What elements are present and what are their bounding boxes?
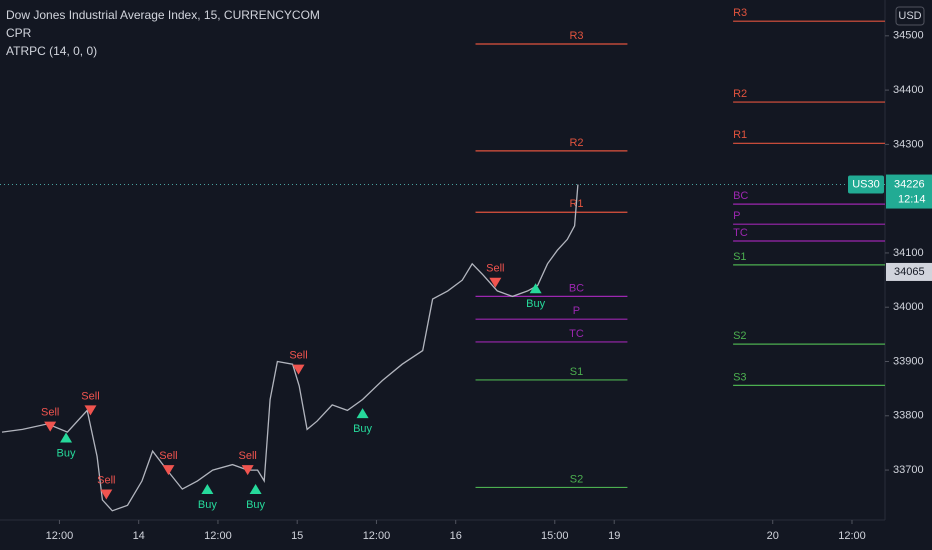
signal-marker — [60, 432, 73, 443]
pivot-label: BC — [733, 190, 748, 202]
signal-label: Sell — [41, 407, 59, 419]
last-price-label: 34226 — [894, 178, 925, 190]
x-tick-label: 20 — [767, 530, 779, 542]
indicator-name: CPR — [6, 26, 32, 40]
signal-label: Sell — [159, 450, 177, 462]
pivot-label: BC — [569, 282, 584, 294]
y-tick-label: 33900 — [893, 355, 924, 367]
signal-marker — [241, 465, 254, 476]
y-tick-label: 33700 — [893, 464, 924, 476]
marker-price-tag — [886, 262, 932, 281]
pivot-label: R2 — [569, 137, 583, 149]
y-tick-label: 34500 — [893, 30, 924, 42]
pivot-label: S2 — [570, 473, 583, 485]
signal-marker — [249, 484, 262, 495]
pivot-label: S2 — [733, 330, 746, 342]
currency-label[interactable]: USD — [898, 10, 921, 22]
signal-marker — [162, 465, 175, 476]
y-tick-label: 34000 — [893, 301, 924, 313]
pivot-label: S3 — [733, 371, 746, 383]
pivot-label: P — [733, 210, 740, 222]
signal-marker — [356, 408, 369, 419]
signal-label: Buy — [246, 499, 265, 511]
last-price-tag — [886, 174, 932, 209]
symbol-label: US30 — [852, 178, 880, 190]
signal-label: Buy — [57, 447, 76, 459]
indicator-name: ATRPC (14, 0, 0) — [6, 44, 97, 58]
price-line — [1, 184, 579, 512]
x-tick-label: 16 — [450, 530, 462, 542]
x-tick-label: 12:00 — [838, 530, 866, 542]
signal-label: Sell — [238, 450, 256, 462]
x-tick-label: 15:00 — [541, 530, 569, 542]
signal-marker — [529, 283, 542, 294]
y-tick-label: 34300 — [893, 138, 924, 150]
signal-label: Sell — [486, 263, 504, 275]
x-tick-label: 19 — [608, 530, 620, 542]
pivot-label: R1 — [733, 129, 747, 141]
signal-marker — [489, 277, 502, 288]
signal-marker — [44, 421, 57, 432]
signal-marker — [100, 489, 113, 500]
signal-marker — [292, 364, 305, 375]
pivot-label: P — [573, 305, 580, 317]
signal-marker — [84, 405, 97, 416]
signal-label: Sell — [289, 350, 307, 362]
pivot-label: TC — [569, 328, 584, 340]
pivot-label: R2 — [733, 88, 747, 100]
symbol-tag — [848, 175, 884, 194]
pivot-label: R3 — [569, 30, 583, 42]
x-tick-label: 12:00 — [46, 530, 74, 542]
signal-label: Sell — [97, 474, 115, 486]
pivot-label: S1 — [570, 366, 583, 378]
x-tick-label: 15 — [291, 530, 303, 542]
y-tick-label: 34100 — [893, 247, 924, 259]
pivot-label: S1 — [733, 251, 746, 263]
y-tick-label: 34400 — [893, 84, 924, 96]
signal-label: Buy — [526, 298, 545, 310]
countdown-label: 12:14 — [898, 193, 926, 205]
signal-label: Buy — [198, 499, 217, 511]
currency-button[interactable] — [895, 6, 925, 26]
y-tick-label: 33800 — [893, 410, 924, 422]
pivot-label: TC — [733, 227, 748, 239]
x-tick-label: 14 — [133, 530, 145, 542]
signal-label: Buy — [353, 423, 372, 435]
x-tick-label: 12:00 — [204, 530, 232, 542]
x-tick-label: 12:00 — [363, 530, 391, 542]
marker-price-label: 34065 — [894, 266, 925, 278]
chart-title: Dow Jones Industrial Average Index, 15, … — [6, 8, 320, 22]
signal-marker — [201, 484, 214, 495]
pivot-label: R3 — [733, 7, 747, 19]
signal-label: Sell — [81, 390, 99, 402]
